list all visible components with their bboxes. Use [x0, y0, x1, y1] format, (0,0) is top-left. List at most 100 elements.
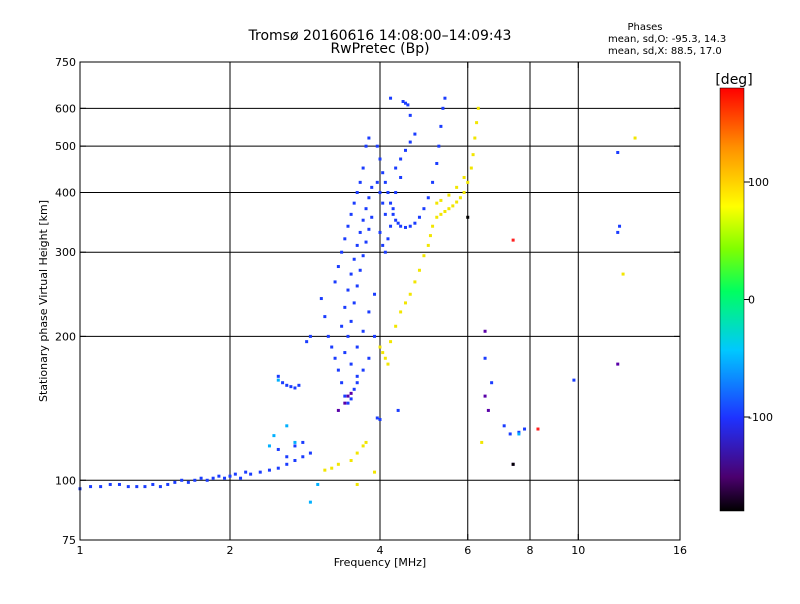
data-point-0-129 [391, 207, 395, 211]
data-point-1-13 [389, 340, 393, 344]
data-point-4-0 [511, 238, 515, 242]
data-point-0-69 [343, 305, 347, 309]
data-point-2-1 [272, 434, 276, 438]
data-point-0-109 [408, 224, 412, 228]
x-tick-label-0: 1 [77, 544, 84, 557]
data-point-0-120 [375, 180, 379, 184]
data-point-0-28 [285, 462, 289, 466]
data-point-1-41 [455, 185, 459, 189]
data-point-0-78 [370, 185, 374, 189]
data-point-0-19 [223, 476, 227, 480]
y-tick-label-1: 100 [55, 474, 76, 487]
data-point-0-134 [406, 103, 410, 107]
data-point-1-2 [336, 462, 340, 466]
data-point-0-71 [349, 272, 353, 276]
data-point-0-46 [326, 334, 330, 338]
data-point-0-94 [355, 381, 359, 385]
colorbar-tick-label-1: 0 [748, 294, 755, 307]
data-points [78, 96, 637, 504]
data-point-0-58 [340, 250, 344, 254]
data-point-2-7 [276, 378, 280, 382]
data-point-0-51 [343, 394, 347, 398]
chart-subtitle: RwPretec (Bp) [330, 41, 429, 57]
data-point-0-122 [381, 201, 385, 205]
x-tick-label-3: 6 [464, 544, 471, 557]
data-point-1-20 [422, 254, 426, 258]
data-point-0-115 [435, 161, 439, 165]
x-tick-label-4: 8 [527, 544, 534, 557]
data-point-1-39 [439, 198, 443, 202]
data-point-0-40 [293, 386, 297, 390]
data-point-0-22 [239, 476, 243, 480]
data-point-0-153 [616, 230, 620, 234]
data-point-0-88 [370, 215, 374, 219]
data-point-0-118 [441, 106, 445, 110]
data-point-0-45 [323, 315, 327, 319]
data-point-0-111 [417, 215, 421, 219]
data-point-0-63 [355, 190, 359, 194]
data-point-0-81 [349, 319, 353, 323]
data-point-0-60 [346, 224, 350, 228]
data-point-1-40 [447, 193, 451, 197]
data-point-0-37 [281, 381, 285, 385]
data-point-2-4 [308, 500, 312, 504]
data-point-1-4 [355, 451, 359, 455]
x-tick-label-2: 4 [377, 544, 384, 557]
data-point-1-0 [323, 468, 327, 472]
y-tick-label-7: 750 [55, 56, 76, 69]
data-point-1-45 [621, 272, 625, 276]
data-point-1-25 [439, 212, 443, 216]
data-point-0-99 [378, 157, 382, 161]
data-point-1-23 [431, 224, 435, 228]
data-point-0-6 [135, 485, 139, 489]
data-point-0-130 [394, 190, 398, 194]
data-point-0-2 [99, 485, 103, 489]
stats-header: Phases [627, 22, 662, 33]
data-point-0-106 [396, 221, 400, 225]
data-point-0-72 [352, 257, 356, 261]
x-axis-ticks: 1 2 4 6 8 10 16 [77, 62, 687, 557]
data-point-0-123 [383, 212, 387, 216]
data-point-0-97 [373, 334, 377, 338]
data-point-0-57 [336, 265, 340, 269]
data-point-0-7 [143, 485, 147, 489]
data-point-2-6 [517, 432, 521, 436]
data-point-1-37 [476, 106, 480, 110]
data-point-0-150 [523, 427, 527, 431]
data-point-0-143 [378, 418, 382, 422]
data-point-5-0 [466, 215, 470, 219]
data-point-5-1 [511, 462, 515, 466]
data-point-0-96 [367, 356, 371, 360]
data-point-0-103 [389, 201, 393, 205]
data-point-1-22 [428, 234, 432, 238]
data-point-0-67 [367, 136, 371, 140]
y-tick-label-5: 500 [55, 140, 76, 153]
data-point-0-82 [352, 301, 356, 305]
data-point-0-104 [391, 212, 395, 216]
data-point-0-141 [413, 132, 417, 136]
data-point-0-55 [355, 374, 359, 378]
y-tick-label-4: 400 [55, 186, 76, 199]
data-point-0-145 [483, 356, 487, 360]
data-point-0-128 [389, 224, 393, 228]
data-point-0-146 [490, 381, 494, 385]
colorbar [719, 87, 745, 512]
data-point-0-148 [508, 432, 512, 436]
data-point-0-124 [378, 230, 382, 234]
data-point-0-26 [267, 468, 271, 472]
data-point-0-116 [437, 144, 441, 148]
data-point-0-112 [422, 207, 426, 211]
data-point-0-85 [361, 254, 365, 258]
data-point-2-3 [293, 440, 297, 444]
data-point-1-5 [361, 444, 365, 448]
data-point-1-29 [455, 200, 459, 204]
data-point-0-113 [426, 196, 430, 200]
data-point-0-44 [319, 297, 323, 301]
data-point-0-61 [349, 212, 353, 216]
data-point-0-90 [355, 345, 359, 349]
data-point-1-8 [355, 482, 359, 486]
x-tick-label-1: 2 [227, 544, 234, 557]
data-point-0-53 [349, 397, 353, 401]
data-point-3-4 [483, 394, 487, 398]
